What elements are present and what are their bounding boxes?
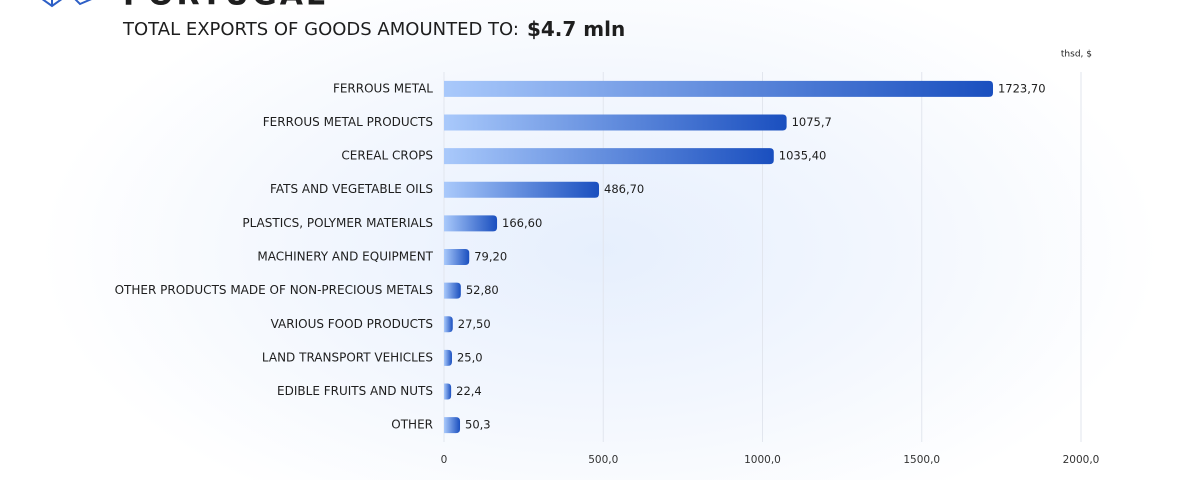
category-label: FERROUS METAL PRODUCTS	[263, 115, 433, 129]
category-label: OTHER PRODUCTS MADE OF NON-PRECIOUS META…	[115, 283, 433, 297]
category-label: MACHINERY AND EQUIPMENT	[257, 250, 433, 264]
country-title: PORTUGAL	[123, 0, 328, 13]
value-label: 50,3	[465, 418, 491, 432]
category-label: CEREAL CROPS	[341, 149, 433, 163]
value-label: 1035,40	[779, 149, 827, 163]
value-label: 27,50	[458, 317, 491, 331]
category-label: LAND TRANSPORT VEHICLES	[262, 350, 433, 364]
bar	[444, 181, 600, 198]
bar	[444, 80, 993, 97]
category-label: FATS AND VEGETABLE OILS	[270, 182, 433, 196]
x-tick-label: 2000,0	[1063, 454, 1100, 466]
bar	[444, 215, 498, 232]
category-label: PLASTICS, POLYMER MATERIALS	[242, 216, 433, 230]
value-label: 166,60	[502, 216, 542, 230]
bar	[444, 383, 452, 400]
x-tick-label: 1500,0	[903, 454, 940, 466]
category-label: VARIOUS FOOD PRODUCTS	[271, 317, 433, 331]
category-label: EDIBLE FRUITS AND NUTS	[277, 384, 433, 398]
unit-label: thsd, $	[1061, 50, 1092, 60]
value-label: 1075,7	[792, 115, 832, 129]
x-tick-label: 1000,0	[744, 454, 781, 466]
bar	[444, 249, 470, 265]
x-tick-label: 0	[441, 454, 448, 466]
bar	[444, 282, 461, 299]
bar	[444, 349, 452, 366]
value-label: 25,0	[457, 350, 483, 364]
logo	[41, 0, 92, 8]
bar	[444, 316, 453, 333]
subtitle-value: $4.7 mln	[527, 17, 625, 41]
x-tick-label: 500,0	[588, 454, 618, 466]
subtitle: TOTAL EXPORTS OF GOODS AMOUNTED TO: $4.7 …	[122, 17, 625, 41]
bar	[444, 417, 461, 434]
value-label: 1723,70	[998, 81, 1046, 95]
subtitle-text: TOTAL EXPORTS OF GOODS AMOUNTED TO:	[122, 19, 519, 40]
category-label: OTHER	[391, 418, 433, 432]
category-label: FERROUS METAL	[333, 81, 433, 95]
value-label: 486,70	[604, 182, 644, 196]
value-label: 22,4	[456, 384, 482, 398]
value-label: 79,20	[474, 250, 507, 264]
bar	[444, 114, 787, 131]
bar	[444, 148, 774, 165]
value-label: 52,80	[466, 283, 499, 297]
